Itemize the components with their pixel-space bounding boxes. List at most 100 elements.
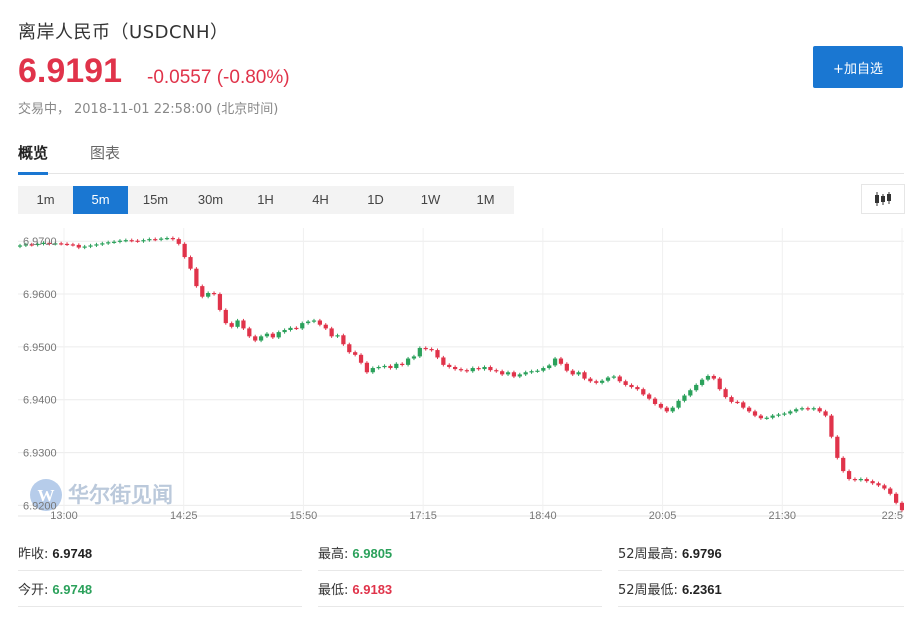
candle [846,469,852,481]
candle [894,492,899,505]
candle [876,481,881,487]
candle [664,406,669,413]
candle [776,412,781,418]
candle [523,370,528,376]
interval-1mo[interactable]: 1M [476,192,495,207]
candle [417,346,422,358]
candle [429,347,434,352]
candle [247,326,252,338]
candle [53,241,58,246]
interval-30m[interactable]: 30m [197,192,224,207]
candle [588,377,593,383]
candle [59,241,64,246]
candle [29,242,34,247]
candle [317,318,322,327]
candle [605,375,611,383]
candle [564,362,569,373]
candle [64,242,70,246]
stat-label: 最高: [318,547,349,562]
candle [858,477,863,482]
candle [541,366,546,373]
stat-value: 6.2361 [681,582,722,597]
candle [476,366,481,371]
chart-type-button[interactable] [861,184,905,214]
candle [582,370,587,381]
stat-prev-close: 昨收: 6.9748 [18,538,302,571]
watermark-text: 华尔街见闻 [68,482,173,507]
candle [76,243,81,250]
candle [747,406,752,413]
tab-chart[interactable]: 图表 [90,144,121,162]
candle [341,333,346,346]
candle [464,368,469,373]
candle [223,308,228,325]
candle [47,241,52,246]
candle [676,399,681,410]
candle [82,244,87,250]
candle [394,362,399,370]
candle [835,435,840,460]
stat-high: 最高: 6.9805 [318,538,602,571]
y-tick-label: 6.9500 [23,342,57,354]
tab-overview[interactable]: 概览 [18,142,49,175]
interval-1m[interactable]: 1m [36,192,55,207]
candle [811,406,816,411]
candle [441,355,446,367]
price-chart[interactable]: W 华尔街见闻 6.9700 6.9600 6.9500 6.9400 6.9300 6.… [18,228,904,524]
candle [100,241,105,246]
interval-5m[interactable]: 5m [73,186,128,214]
candle [423,346,428,351]
stat-value: 6.9805 [352,546,393,561]
candle [35,242,40,247]
candle [629,383,634,389]
interval-15m[interactable]: 15m [142,192,169,207]
candle [447,363,452,369]
watermark-logo-icon [30,479,62,511]
candle [370,366,375,374]
stat-open: 今开: 6.9748 [18,574,302,607]
add-to-watchlist-button[interactable]: +加自选 [813,46,903,88]
candle [764,416,769,420]
y-tick-label: 6.9300 [23,448,57,460]
candle [364,361,370,374]
interval-1h[interactable]: 1H [257,192,274,207]
candle [470,366,475,373]
candle [159,236,164,242]
candle [882,483,887,491]
candle [405,356,411,367]
interval-1w[interactable]: 1W [420,192,441,207]
candle [488,365,493,372]
x-tick-label: 21:30 [769,510,797,522]
candle [88,243,93,249]
candle [18,243,23,249]
interval-4h[interactable]: 4H [312,192,329,207]
candle [782,411,787,417]
candle [288,326,293,332]
trading-status: 交易中， [18,102,71,117]
candle [817,406,822,413]
candle [258,334,264,343]
interval-1d[interactable]: 1D [367,192,384,207]
candle [829,414,834,439]
stat-value: 6.9183 [352,582,393,597]
candle [623,379,628,387]
x-tick-label: 17:15 [409,510,437,522]
candle [658,402,664,410]
x-tick-label: 13:00 [50,510,78,522]
stat-label: 今开: [18,583,49,598]
candle [794,407,799,413]
candle [505,370,511,376]
y-tick-label: 6.9200 [23,500,57,512]
candle [400,362,405,367]
candle [458,367,464,372]
candle [805,406,811,411]
stat-low: 最低: 6.9183 [318,574,602,607]
candle [711,374,716,381]
candle [570,369,575,376]
stat-value: 6.9748 [52,582,93,597]
candle [388,364,393,370]
candle [353,350,358,357]
candle [135,239,140,243]
x-tick-label: 20:05 [649,510,677,522]
candle [635,385,640,391]
